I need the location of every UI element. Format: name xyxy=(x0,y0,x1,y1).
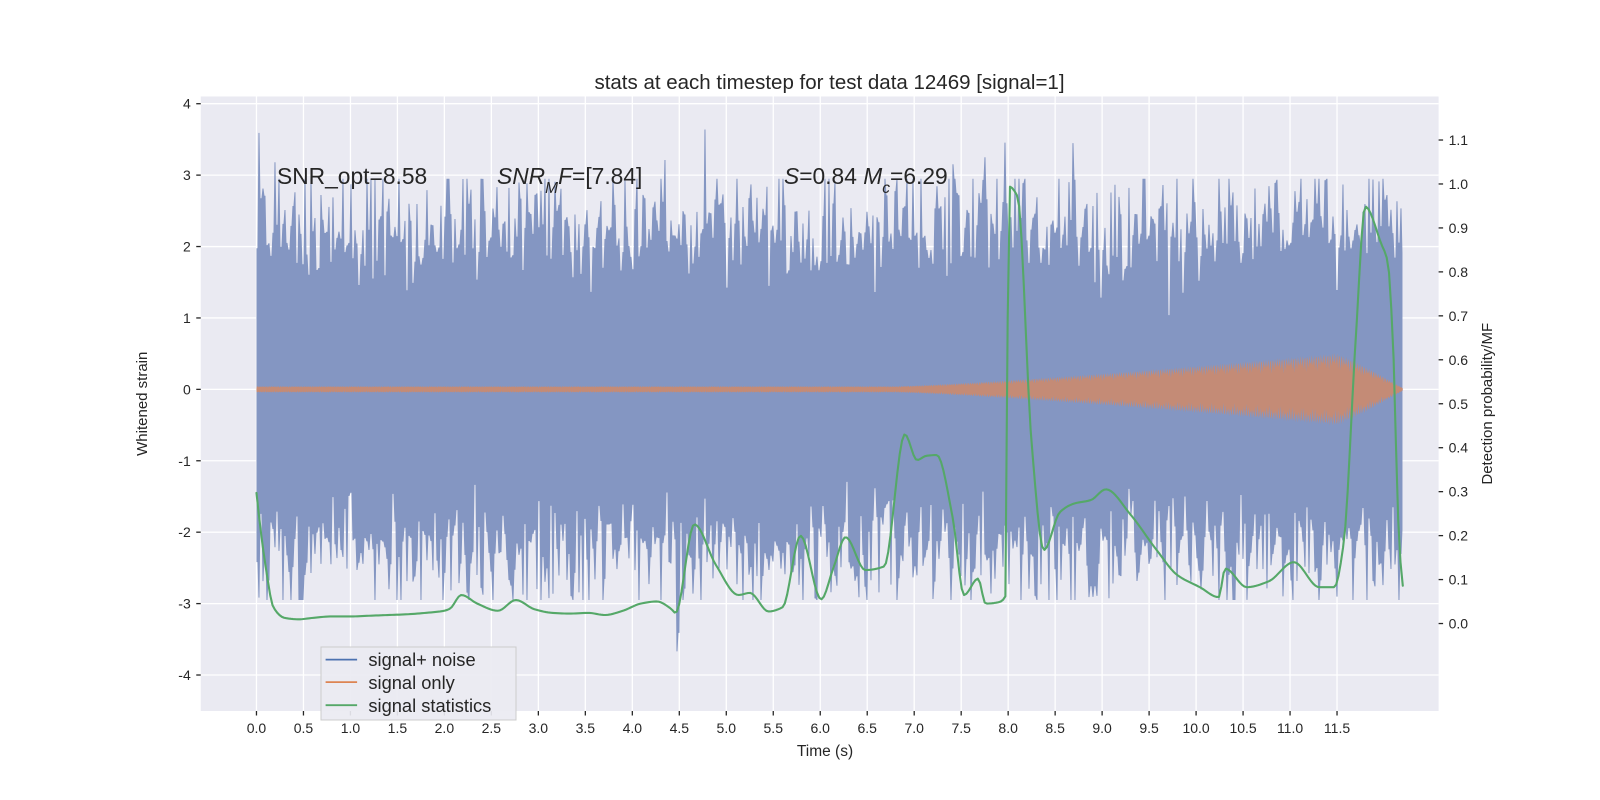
svg-text:8.0: 8.0 xyxy=(998,720,1018,736)
svg-text:signal statistics: signal statistics xyxy=(368,695,491,716)
svg-text:3: 3 xyxy=(183,167,191,183)
svg-text:-4: -4 xyxy=(178,667,191,683)
svg-text:9.5: 9.5 xyxy=(1139,720,1159,736)
svg-text:0.9: 0.9 xyxy=(1449,220,1469,236)
svg-text:2.0: 2.0 xyxy=(435,720,455,736)
svg-text:4: 4 xyxy=(183,96,191,112)
svg-text:0.3: 0.3 xyxy=(1449,484,1469,500)
svg-text:5.0: 5.0 xyxy=(717,720,737,736)
svg-text:1.1: 1.1 xyxy=(1449,132,1469,148)
svg-text:signal only: signal only xyxy=(368,672,455,693)
svg-text:Whitened strain: Whitened strain xyxy=(134,352,151,456)
svg-text:0.1: 0.1 xyxy=(1449,572,1469,588)
svg-text:4.0: 4.0 xyxy=(623,720,643,736)
svg-text:11.0: 11.0 xyxy=(1277,720,1303,736)
svg-text:2: 2 xyxy=(183,239,191,255)
svg-text:6.5: 6.5 xyxy=(857,720,877,736)
svg-text:9.0: 9.0 xyxy=(1092,720,1112,736)
svg-text:-2: -2 xyxy=(178,524,191,540)
svg-text:11.5: 11.5 xyxy=(1324,720,1350,736)
svg-text:1.0: 1.0 xyxy=(1449,176,1469,192)
svg-text:0.4: 0.4 xyxy=(1449,440,1469,456)
svg-text:Time (s): Time (s) xyxy=(797,743,853,760)
svg-text:3.5: 3.5 xyxy=(576,720,596,736)
svg-text:0: 0 xyxy=(183,381,191,397)
svg-text:1.0: 1.0 xyxy=(341,720,361,736)
svg-text:5.5: 5.5 xyxy=(764,720,784,736)
svg-text:0.8: 0.8 xyxy=(1449,264,1469,280)
svg-text:0.0: 0.0 xyxy=(1449,616,1469,632)
svg-text:SNR_opt=8.58: SNR_opt=8.58 xyxy=(277,163,427,189)
svg-text:Detection probability/MF: Detection probability/MF xyxy=(1479,323,1496,485)
svg-text:0.6: 0.6 xyxy=(1449,352,1469,368)
svg-text:0.7: 0.7 xyxy=(1449,308,1469,324)
svg-text:signal+ noise: signal+ noise xyxy=(368,649,475,670)
svg-text:6.0: 6.0 xyxy=(811,720,831,736)
svg-text:8.5: 8.5 xyxy=(1045,720,1065,736)
svg-text:7.0: 7.0 xyxy=(904,720,924,736)
svg-text:1: 1 xyxy=(183,310,191,326)
svg-text:stats at each timestep for tes: stats at each timestep for test data 124… xyxy=(594,71,1064,94)
svg-text:0.0: 0.0 xyxy=(247,720,267,736)
svg-text:0.5: 0.5 xyxy=(294,720,314,736)
svg-text:3.0: 3.0 xyxy=(529,720,549,736)
svg-text:4.5: 4.5 xyxy=(670,720,690,736)
svg-text:2.5: 2.5 xyxy=(482,720,502,736)
svg-text:-1: -1 xyxy=(178,453,191,469)
svg-text:7.5: 7.5 xyxy=(951,720,971,736)
svg-text:0.2: 0.2 xyxy=(1449,528,1469,544)
svg-text:1.5: 1.5 xyxy=(388,720,408,736)
svg-text:10.0: 10.0 xyxy=(1182,720,1209,736)
svg-text:10.5: 10.5 xyxy=(1229,720,1256,736)
svg-text:-3: -3 xyxy=(178,596,191,612)
svg-text:0.5: 0.5 xyxy=(1449,396,1469,412)
